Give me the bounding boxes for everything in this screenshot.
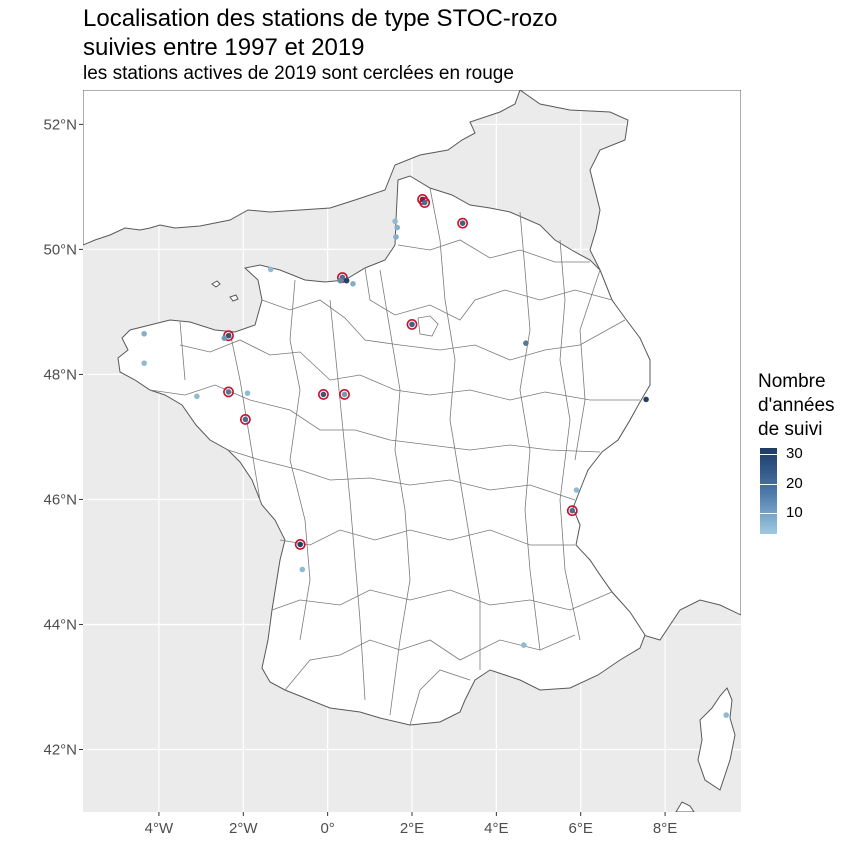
station-point [393, 234, 399, 240]
x-tick-label: 4°W [145, 820, 174, 837]
legend-title-line: de suivi [758, 419, 823, 440]
x-tick-label: 8°E [653, 820, 677, 837]
y-tick-label: 42°N [43, 741, 77, 758]
x-axis: 4°W 2°W 0° 2°E 4°E 6°E 8°E [145, 812, 677, 837]
station-point [723, 712, 730, 718]
station-point [520, 642, 527, 648]
station-point [523, 340, 529, 346]
station-point [421, 199, 428, 206]
legend-title-line: Nombre [758, 371, 826, 392]
active-station-ring [566, 505, 578, 517]
channel-island [229, 294, 239, 302]
station-point [392, 218, 398, 225]
legend-tick-label: 10 [786, 504, 803, 522]
sardinia [675, 801, 695, 812]
station-point [299, 566, 306, 573]
y-tick-label: 46°N [43, 491, 77, 508]
map-title: Localisation des stations de type STOC-r… [83, 4, 557, 62]
station-point [320, 391, 327, 398]
map-subtitle: les stations actives de 2019 sont cerclé… [83, 63, 514, 84]
channel-island [211, 280, 221, 288]
station-point [141, 330, 147, 337]
stations-layer [141, 193, 730, 718]
y-tick-label: 48°N [43, 366, 77, 383]
legend-tick-label: 20 [786, 474, 803, 492]
land-layer [83, 90, 741, 812]
station-point [225, 332, 232, 339]
active-station-ring [318, 389, 329, 400]
great-britain-landmass [83, 90, 521, 246]
station-point [569, 507, 576, 514]
station-point [242, 416, 249, 423]
station-point [394, 224, 401, 231]
x-tick-label: 6°E [569, 820, 593, 837]
station-point [409, 321, 415, 328]
france-landmass [117, 175, 651, 726]
station-point [337, 277, 344, 284]
station-point [297, 541, 304, 548]
station-point [343, 277, 350, 284]
x-tick-label: 2°E [400, 820, 424, 837]
y-axis: 52°N 50°N 48°N 46°N 44°N 42°N [43, 116, 83, 758]
active-station-ring [339, 389, 350, 400]
station-point [267, 266, 274, 273]
legend-tick-label: 30 [786, 444, 803, 462]
legend-title: Nombre d'années de suivi [758, 370, 835, 442]
department-boundaries [149, 187, 640, 726]
y-tick-label: 52°N [43, 116, 77, 133]
station-point [350, 280, 356, 287]
x-tick-label: 4°E [484, 820, 508, 837]
station-point [194, 393, 200, 400]
legend-tick-mark [760, 453, 777, 455]
active-station-ring [457, 217, 469, 229]
legend-colorbar [760, 448, 777, 534]
title-line-2: suivies entre 1997 et 2019 [83, 34, 365, 61]
legend-tick-mark [760, 513, 777, 515]
title-line-1: Localisation des stations de type STOC-r… [83, 5, 558, 32]
x-tick-label: 2°W [229, 820, 258, 837]
active-station-ring [223, 386, 234, 398]
station-point [221, 335, 228, 341]
y-tick-label: 50°N [43, 241, 77, 258]
active-station-ring [239, 414, 251, 425]
x-tick-label: 0° [320, 820, 334, 837]
legend-title-line: d'années [758, 395, 835, 416]
station-point [341, 391, 348, 398]
active-station-ring [294, 539, 306, 550]
legend-tick-mark [760, 483, 777, 485]
station-point [459, 220, 466, 226]
y-tick-label: 44°N [43, 616, 77, 633]
station-point [141, 360, 147, 366]
station-point [244, 390, 251, 396]
station-point [643, 396, 649, 403]
station-point [573, 487, 580, 493]
station-point [225, 389, 232, 395]
active-station-ring [406, 319, 418, 330]
active-station-ring [419, 197, 431, 208]
